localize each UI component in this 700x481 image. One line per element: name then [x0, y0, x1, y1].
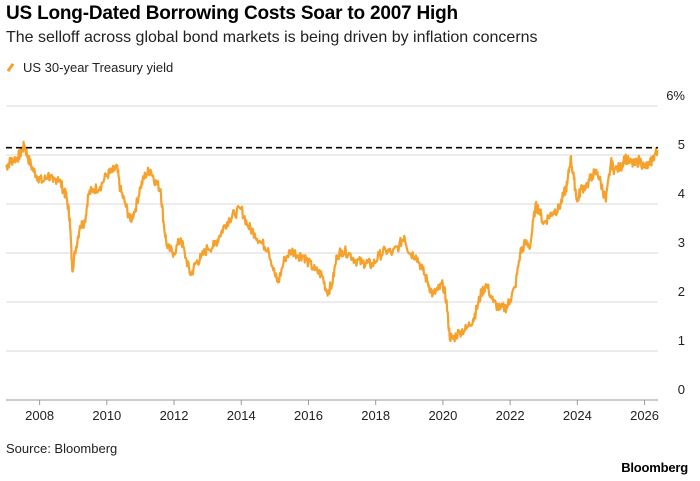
y-tick-label-1: 1 — [678, 333, 685, 348]
x-tick-label-2016: 2016 — [294, 408, 323, 423]
legend-label: US 30-year Treasury yield — [23, 60, 174, 75]
x-tick-label-2026: 2026 — [630, 408, 659, 423]
series-line-30y-yield — [5, 140, 659, 343]
y-tick-label-6: 6% — [666, 88, 685, 103]
x-tick-label-2014: 2014 — [227, 408, 256, 423]
brand-logo: Bloomberg — [621, 460, 688, 475]
x-tick-label-2018: 2018 — [361, 408, 390, 423]
x-tick-label-2022: 2022 — [496, 408, 525, 423]
y-tick-label-4: 4 — [678, 186, 685, 201]
y-tick-label-2: 2 — [678, 284, 685, 299]
source-note: Source: Bloomberg — [6, 441, 118, 456]
legend: US 30-year Treasury yield — [6, 60, 173, 75]
x-tick-label-2012: 2012 — [160, 408, 189, 423]
x-tick-label-2008: 2008 — [25, 408, 54, 423]
chart-title: US Long-Dated Borrowing Costs Soar to 20… — [6, 3, 458, 24]
chart-subtitle: The selloff across global bond markets i… — [6, 29, 538, 46]
x-tick-label-2024: 2024 — [563, 408, 592, 423]
y-tick-label-5: 5 — [678, 137, 685, 152]
x-tick-label-2010: 2010 — [92, 408, 121, 423]
x-tick-label-2020: 2020 — [428, 408, 457, 423]
y-tick-label-3: 3 — [678, 235, 685, 250]
y-tick-label-0: 0 — [678, 382, 685, 397]
